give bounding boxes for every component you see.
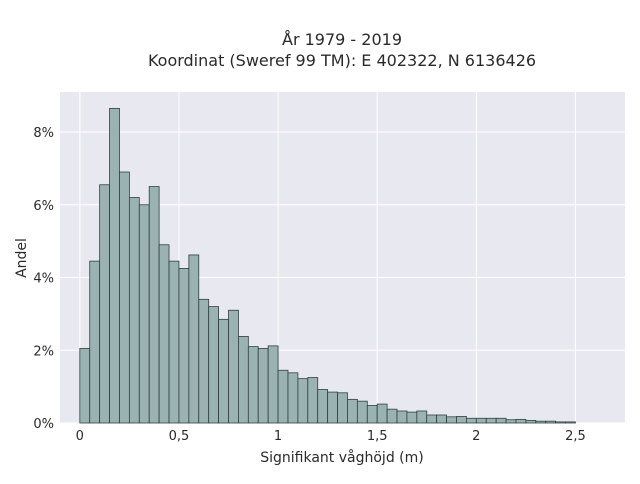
x-tick-label: 2 (472, 429, 480, 444)
histogram-bar (525, 420, 537, 424)
histogram-bar (119, 171, 130, 424)
x-tick-label: 2,5 (565, 429, 586, 444)
y-tick-label: 2% (33, 344, 54, 359)
histogram-bar (475, 417, 487, 424)
x-tick-label: 0,5 (169, 429, 190, 444)
histogram-bar (297, 378, 309, 424)
histogram-bar (218, 318, 229, 424)
y-tick-labels: 0% 2% 4% 6% 8% (33, 126, 54, 432)
y-tick-label: 0% (33, 417, 54, 432)
histogram-bar (158, 244, 170, 424)
histogram-bar (505, 419, 517, 424)
histogram-bar (436, 414, 447, 424)
histogram-bar (366, 405, 378, 424)
histogram-bar (565, 421, 576, 424)
histogram-bar (485, 417, 497, 424)
histogram-bar (277, 369, 289, 424)
bars (79, 107, 576, 424)
y-tick-label: 4% (33, 272, 54, 287)
chart-title-line-1: År 1979 - 2019 (282, 30, 402, 49)
histogram-bar (188, 254, 200, 424)
histogram-bar (416, 410, 428, 424)
chart-title-line-2: Koordinat (Sweref 99 TM): E 402322, N 61… (148, 51, 536, 70)
histogram-bar (515, 418, 527, 424)
histogram-bar (545, 420, 557, 424)
histogram-bar (99, 184, 110, 424)
histogram-bar (148, 186, 160, 424)
histogram-bar (426, 414, 438, 424)
histogram-bar (79, 348, 91, 424)
histogram-bar (89, 260, 101, 424)
x-axis-title: Signifikant våghöjd (m) (260, 449, 423, 466)
histogram-bar (138, 204, 150, 424)
histogram-bar (495, 417, 507, 424)
histogram-bar (406, 411, 418, 424)
histogram-bar (238, 336, 249, 424)
histogram-bar (356, 400, 368, 424)
x-tick-label: 0 (76, 429, 84, 444)
x-tick-labels: 0 0,5 1 1,5 2 2,5 (76, 429, 586, 444)
histogram-bar (535, 420, 547, 424)
histogram-bar (307, 377, 319, 424)
x-tick-label: 1,5 (367, 429, 388, 444)
histogram-bar (109, 107, 120, 424)
histogram-bar (555, 421, 566, 424)
histogram-bar (247, 346, 259, 424)
histogram-bar (386, 408, 398, 424)
histogram-bar (347, 398, 358, 424)
histogram-bar (178, 268, 190, 424)
histogram-bar (446, 416, 457, 424)
y-tick-label: 8% (33, 126, 54, 141)
histogram-bar (198, 298, 210, 424)
histogram-bar (267, 345, 279, 424)
histogram-bar (287, 372, 299, 424)
histogram-bar (208, 306, 219, 424)
histogram-bar (228, 309, 239, 424)
histogram-bar (456, 416, 467, 424)
y-tick-label: 6% (33, 199, 54, 214)
histogram-bar (128, 197, 140, 424)
histogram-bar (168, 260, 180, 424)
histogram-bar (327, 391, 338, 424)
x-tick-label: 1 (274, 429, 282, 444)
histogram-bar (317, 389, 329, 424)
y-axis-title: Andel (14, 238, 30, 278)
histogram-bar (337, 392, 348, 424)
histogram-bar (376, 403, 388, 424)
histogram-bar (396, 410, 408, 424)
histogram-bar (466, 417, 477, 424)
histogram-bar (257, 348, 269, 424)
